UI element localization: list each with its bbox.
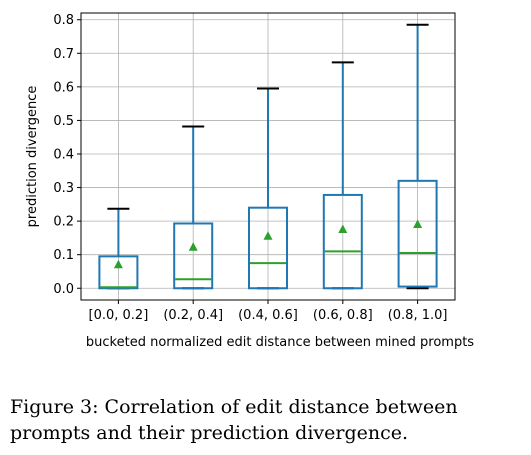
mean-marker (113, 259, 123, 269)
box-body (98, 255, 139, 290)
y-tick-label: 0.0 (53, 282, 74, 297)
x-tick-label: (0.2, 0.4] (163, 308, 223, 323)
x-tick-label: (0.8, 1.0] (388, 308, 448, 323)
mean-marker (263, 231, 273, 240)
box-2 (173, 125, 214, 290)
y-tick-label: 0.3 (53, 181, 74, 196)
y-tick-label: 0.6 (53, 80, 74, 95)
box-1 (98, 207, 139, 290)
box-3 (248, 87, 288, 290)
x-tick-label: (0.4, 0.6] (238, 308, 298, 323)
box-4 (322, 61, 363, 290)
boxes-group (98, 23, 438, 290)
figure-caption: Figure 3: Correlation of edit distance b… (10, 396, 458, 444)
y-tick-label: 0.4 (53, 147, 74, 162)
box-5 (397, 23, 438, 290)
y-axis-label: prediction divergence (25, 86, 40, 228)
x-tick-label: (0.6, 0.8] (313, 308, 373, 323)
y-tick-label: 0.8 (53, 13, 74, 28)
mean-marker (338, 224, 348, 234)
box-body (397, 179, 438, 288)
x-axis-label: bucketed normalized edit distance betwee… (86, 335, 474, 350)
y-tick-label: 0.2 (53, 215, 74, 230)
box-body (248, 206, 288, 290)
box-body (322, 193, 363, 290)
box-plot: 0.0 0.1 0.2 0.3 0.4 0.5 0.6 0.7 0.8 [0.0, 0.2] (0.… (25, 12, 474, 350)
mean-marker (188, 242, 198, 251)
mean-marker (413, 219, 423, 228)
y-tick-label: 0.5 (53, 114, 74, 129)
x-tick-label: [0.0, 0.2] (89, 308, 149, 323)
box-body (173, 222, 214, 290)
y-tick-label: 0.7 (53, 47, 74, 62)
ticks-group: 0.0 0.1 0.2 0.3 0.4 0.5 0.6 0.7 0.8 [0.0, 0.2] (0.… (53, 13, 447, 323)
y-tick-label: 0.1 (53, 248, 74, 263)
